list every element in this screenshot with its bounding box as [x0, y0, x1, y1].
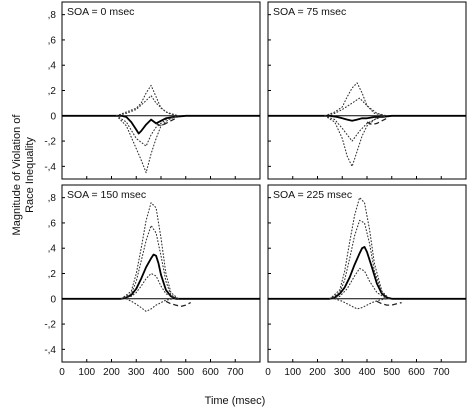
x-tick-label: 100 [78, 367, 95, 378]
x-tick-label: 300 [334, 367, 351, 378]
x-tick-label: 100 [284, 367, 301, 378]
panel-3: -,4 -,2 0 ,2 ,4 ,6 ,8 0 100 200 300 400 500 600 700 SOA… [44, 184, 261, 378]
y-tick-label: -,2 [44, 137, 56, 148]
solid-series-line [268, 114, 466, 122]
dotted-series-line [115, 95, 179, 117]
dotted-series-line [329, 219, 390, 300]
x-tick-label: 600 [202, 367, 219, 378]
panel-title: SOA = 150 msec [67, 189, 146, 201]
panel-1: -,4 -,2 0 ,2 ,4 ,6 ,8 SOA = 0 msec [44, 1, 261, 180]
y-tick-label: ,8 [48, 10, 57, 21]
y-tick-label: -,4 [44, 162, 56, 173]
panels: -,4 -,2 0 ,2 ,4 ,6 ,8 SOA = 0 msec SOA = 75 msec… [44, 1, 467, 378]
panel-title: SOA = 225 msec [273, 189, 352, 201]
dotted-series-line [120, 224, 179, 300]
dotted-series-line [324, 82, 385, 117]
dashed-series-line [155, 117, 177, 127]
y-tick-label: ,8 [48, 193, 57, 204]
x-tick-label: 300 [128, 367, 145, 378]
dotted-series-line [324, 97, 388, 117]
dotted-series-line [334, 298, 388, 310]
x-tick-label: 700 [433, 367, 450, 378]
y-tick-label: ,2 [48, 269, 57, 280]
x-tick-label: 200 [103, 367, 120, 378]
x-tick-label: 400 [153, 367, 170, 378]
dotted-series-line [115, 115, 179, 147]
dotted-series-line [324, 115, 388, 142]
x-tick-label: 500 [383, 367, 400, 378]
y-tick-label: ,6 [48, 218, 57, 229]
panel-frame [267, 1, 467, 180]
y-tick-label: ,4 [48, 244, 57, 255]
x-axis-label: Time (msec) [205, 395, 266, 407]
panel-4: 0 100 200 300 400 500 600 700 SOA = 225 msec [265, 184, 467, 378]
y-axis-label-line2: Race Inequality [24, 137, 36, 213]
y-tick-label: -,4 [44, 345, 56, 356]
dotted-series-line [115, 115, 179, 174]
panel-frame [61, 1, 261, 180]
x-tick-label: 500 [177, 367, 194, 378]
x-tick-label: 700 [227, 367, 244, 378]
x-tick-label: 0 [265, 367, 271, 378]
y-tick-label: 0 [50, 111, 56, 122]
dashed-series-line [366, 117, 388, 126]
dotted-series-line [324, 115, 385, 167]
dashed-series-line [165, 300, 191, 308]
y-axis-label-line1: Magnitude of Violation of [11, 114, 23, 236]
dotted-series-line [115, 84, 179, 117]
y-axis-label: Magnitude of Violation of Race Inequalit… [11, 114, 36, 236]
x-tick-label: 600 [408, 367, 425, 378]
dashed-series-line [376, 300, 402, 306]
dotted-series-line [329, 197, 390, 300]
solid-series-line [62, 114, 260, 135]
solid-series-line [268, 245, 466, 300]
dotted-series-line [120, 202, 179, 300]
y-tick-label: ,4 [48, 61, 57, 72]
x-tick-label: 200 [309, 367, 326, 378]
solid-series-line [62, 253, 260, 300]
panel-frame [267, 184, 467, 363]
x-tick-label: 0 [59, 367, 65, 378]
y-tick-label: ,2 [48, 86, 57, 97]
dotted-series-line [125, 298, 174, 312]
dotted-series-line [329, 267, 388, 300]
y-tick-label: -,2 [44, 320, 56, 331]
panel-title: SOA = 75 msec [273, 6, 346, 18]
dotted-series-line [120, 272, 177, 300]
panel-title: SOA = 0 msec [67, 6, 134, 18]
y-tick-label: ,6 [48, 35, 57, 46]
y-tick-label: 0 [50, 294, 56, 305]
panel-2: SOA = 75 msec [267, 1, 467, 180]
x-tick-label: 400 [359, 367, 376, 378]
